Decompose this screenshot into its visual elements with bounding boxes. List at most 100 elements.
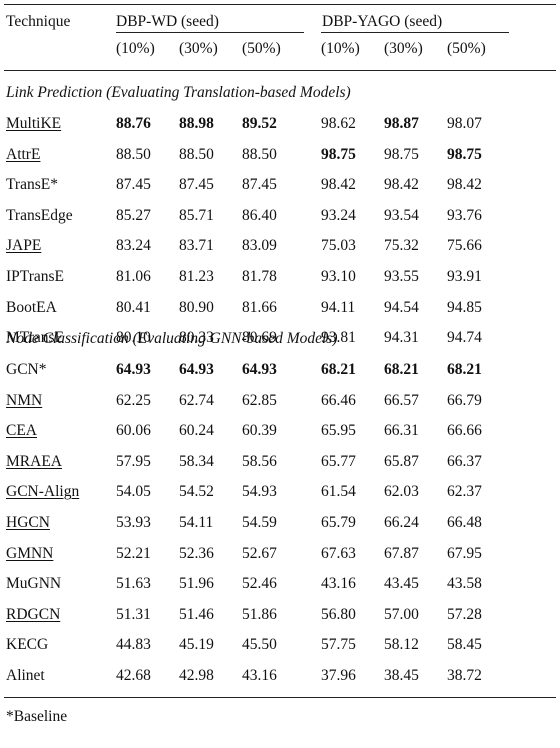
score-cell: 51.46 bbox=[179, 605, 214, 623]
score-cell: 65.87 bbox=[384, 452, 419, 470]
score-cell: 66.46 bbox=[321, 391, 356, 409]
score-cell: 94.74 bbox=[447, 329, 482, 347]
score-cell: 51.96 bbox=[179, 575, 214, 593]
score-cell: 93.91 bbox=[447, 268, 482, 285]
table-row: KECG 44.83 45.19 45.50 57.75 58.12 58.45 bbox=[0, 636, 560, 666]
score-cell: 64.93 bbox=[116, 361, 151, 378]
dbp-yago-rule bbox=[321, 32, 509, 33]
score-cell: 42.98 bbox=[179, 667, 214, 684]
score-cell: 98.75 bbox=[447, 145, 482, 163]
bottom-rule bbox=[4, 697, 556, 698]
technique-name: GCN* bbox=[6, 361, 47, 378]
table-row: HGCN 53.93 54.11 54.59 65.79 66.24 66.48 bbox=[0, 514, 560, 544]
pct-header: (10%) bbox=[116, 40, 155, 57]
score-cell: 75.66 bbox=[447, 237, 482, 255]
score-cell: 89.52 bbox=[242, 115, 277, 132]
score-cell: 43.16 bbox=[242, 667, 277, 684]
score-cell: 85.27 bbox=[116, 206, 151, 224]
score-cell: 94.54 bbox=[384, 298, 419, 316]
score-cell: 66.66 bbox=[447, 422, 482, 440]
score-cell: 51.63 bbox=[116, 575, 151, 593]
score-cell: 80.10 bbox=[116, 329, 151, 347]
score-cell: 53.93 bbox=[116, 514, 151, 531]
table-row: RDGCN 51.31 51.46 51.86 56.80 57.00 57.28 bbox=[0, 606, 560, 636]
score-cell: 98.87 bbox=[384, 115, 419, 132]
score-cell: 65.79 bbox=[321, 514, 356, 531]
score-cell: 81.23 bbox=[179, 268, 214, 285]
score-cell: 57.00 bbox=[384, 605, 419, 623]
dbp-wd-rule bbox=[116, 32, 304, 33]
score-cell: 57.28 bbox=[447, 605, 482, 623]
score-cell: 81.78 bbox=[242, 268, 277, 285]
score-cell: 62.25 bbox=[116, 391, 151, 409]
table-row: NMN 62.25 62.74 62.85 66.46 66.57 66.79 bbox=[0, 392, 560, 422]
score-cell: 81.06 bbox=[116, 268, 151, 285]
score-cell: 52.67 bbox=[242, 544, 277, 562]
dbp-wd-header: DBP-WD (seed) bbox=[116, 13, 219, 30]
score-cell: 98.07 bbox=[447, 115, 482, 132]
score-cell: 52.36 bbox=[179, 544, 214, 562]
score-cell: 52.46 bbox=[242, 575, 277, 593]
score-cell: 66.24 bbox=[384, 514, 419, 531]
score-cell: 45.19 bbox=[179, 636, 214, 654]
score-cell: 75.03 bbox=[321, 237, 356, 255]
score-cell: 54.59 bbox=[242, 514, 277, 531]
score-cell: 83.24 bbox=[116, 237, 151, 255]
score-cell: 42.68 bbox=[116, 667, 151, 684]
table-row: Alinet 42.68 42.98 43.16 37.96 38.45 38.72 bbox=[0, 667, 560, 697]
score-cell: 87.45 bbox=[242, 176, 277, 194]
score-cell: 93.10 bbox=[321, 268, 356, 285]
score-cell: 60.24 bbox=[179, 422, 214, 440]
score-cell: 64.93 bbox=[179, 361, 214, 378]
score-cell: 56.80 bbox=[321, 605, 356, 623]
table-row: CEA 60.06 60.24 60.39 65.95 66.31 66.66 bbox=[0, 422, 560, 452]
score-cell: 67.87 bbox=[384, 544, 419, 562]
score-cell: 52.21 bbox=[116, 544, 151, 562]
section-title: Link Prediction (Evaluating Translation-… bbox=[6, 84, 351, 101]
score-cell: 93.55 bbox=[384, 268, 419, 285]
table-row: TransEdge 85.27 85.71 86.40 93.24 93.54 93.76 bbox=[0, 207, 560, 237]
score-cell: 93.24 bbox=[321, 206, 356, 224]
score-cell: 58.12 bbox=[384, 636, 419, 654]
table-row: AttrE 88.50 88.50 88.50 98.75 98.75 98.75 bbox=[0, 146, 560, 176]
score-cell: 83.71 bbox=[179, 237, 214, 255]
table-row: IPTransE 81.06 81.23 81.78 93.10 93.55 93.91 bbox=[0, 268, 560, 298]
table-row: MRAEA 57.95 58.34 58.56 65.77 65.87 66.37 bbox=[0, 453, 560, 483]
table-row: GMNN 52.21 52.36 52.67 67.63 67.87 67.95 bbox=[0, 545, 560, 575]
table-row: TransE* 87.45 87.45 87.45 98.42 98.42 98.42 bbox=[0, 176, 560, 206]
technique-name: MTransE bbox=[6, 329, 64, 347]
score-cell: 54.11 bbox=[179, 514, 214, 531]
score-cell: 93.76 bbox=[447, 206, 482, 224]
technique-name: MuGNN bbox=[6, 575, 62, 593]
score-cell: 88.50 bbox=[116, 145, 151, 163]
score-cell: 66.37 bbox=[447, 452, 482, 470]
score-cell: 80.33 bbox=[179, 329, 214, 347]
technique-name: CEA bbox=[6, 422, 37, 440]
score-cell: 38.72 bbox=[447, 667, 482, 684]
score-cell: 98.42 bbox=[384, 176, 419, 194]
technique-name: NMN bbox=[6, 391, 43, 409]
score-cell: 58.34 bbox=[179, 452, 214, 470]
score-cell: 68.21 bbox=[321, 361, 356, 378]
score-cell: 58.56 bbox=[242, 452, 277, 470]
pct-header: (30%) bbox=[179, 40, 218, 57]
score-cell: 37.96 bbox=[321, 667, 356, 684]
score-cell: 67.95 bbox=[447, 544, 482, 562]
pct-header: (30%) bbox=[384, 40, 423, 57]
table-row: GCN-Align 54.05 54.52 54.93 61.54 62.03 62.37 bbox=[0, 483, 560, 513]
score-cell: 75.32 bbox=[384, 237, 419, 255]
table-row: GCN* 64.93 64.93 64.93 68.21 68.21 68.21 bbox=[0, 361, 560, 391]
score-cell: 58.45 bbox=[447, 636, 482, 654]
score-cell: 88.76 bbox=[116, 115, 151, 132]
technique-name: GMNN bbox=[6, 544, 54, 562]
section-title: Node Classification (Evaluating GNN-base… bbox=[6, 330, 338, 347]
pct-header: (50%) bbox=[242, 40, 281, 57]
score-cell: 83.09 bbox=[242, 237, 277, 255]
score-cell: 98.42 bbox=[321, 176, 356, 194]
score-cell: 85.71 bbox=[179, 206, 214, 224]
score-cell: 66.57 bbox=[384, 391, 419, 409]
table-row: MuGNN 51.63 51.96 52.46 43.16 43.45 43.58 bbox=[0, 575, 560, 605]
table-row: MTransE 80.10 80.33 80.69 93.81 94.31 94.74 bbox=[0, 329, 560, 359]
score-cell: 62.03 bbox=[384, 483, 419, 501]
